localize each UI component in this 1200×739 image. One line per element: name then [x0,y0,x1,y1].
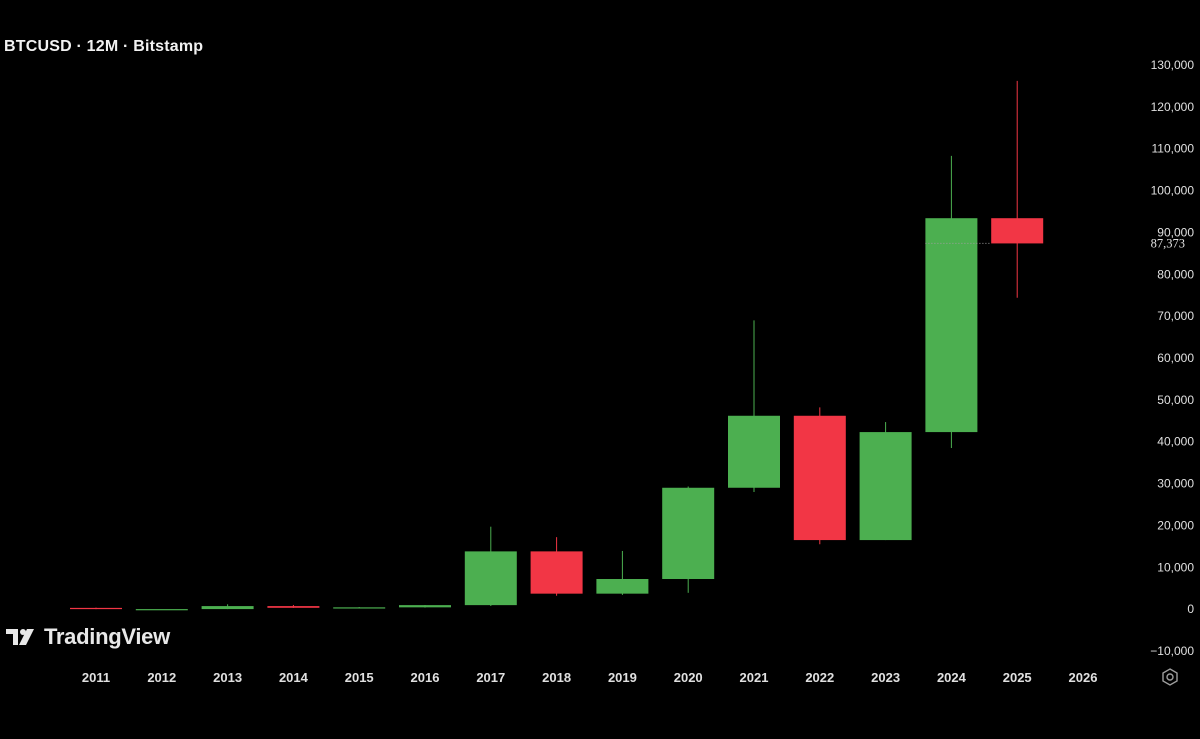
x-tick-label: 2012 [147,670,176,685]
y-tick-label: 70,000 [1157,309,1194,323]
x-tick-label: 2026 [1069,670,1098,685]
candle-body [267,606,320,608]
x-tick-label: 2014 [279,670,309,685]
x-tick-label: 2024 [937,670,967,685]
y-tick-label: 60,000 [1157,351,1194,365]
candle-2017[interactable] [464,526,517,607]
candle-body [991,218,1044,244]
candle-2021[interactable] [728,320,780,492]
y-tick-label: 130,000 [1151,58,1195,72]
y-tick-label: 0 [1187,602,1194,616]
candle-2011[interactable] [70,607,122,610]
y-tick-label: 20,000 [1157,518,1194,532]
candle-2022[interactable] [793,407,846,545]
candle-body [70,607,122,610]
price-axis[interactable]: 130,000 120,000 110,000 100,000 90,000 80,000… [1150,58,1194,658]
candle-body [596,579,649,594]
x-tick-label: 2020 [674,670,703,685]
chart-title: BTCUSD · 12M · Bitstamp [4,38,204,55]
last-price-label: 87,373 [1151,236,1185,250]
tradingview-logo-icon [6,629,34,645]
y-tick-label: 80,000 [1157,267,1194,281]
candle-body [333,607,386,609]
candle-2018[interactable] [530,537,583,596]
candle-2012[interactable] [135,609,188,611]
x-tick-label: 2023 [871,670,900,685]
candle-body [399,605,451,608]
candle-2015[interactable] [333,607,386,609]
candle-2013[interactable] [201,604,254,610]
gear-icon[interactable] [1160,667,1180,687]
x-tick-label: 2019 [608,670,637,685]
x-tick-label: 2022 [805,670,834,685]
y-tick-label: −10,000 [1150,644,1194,658]
candle-2019[interactable] [596,550,649,595]
candle-body [859,432,912,541]
candle-2025[interactable] [991,80,1044,298]
tradingview-logo[interactable]: TradingView [6,624,170,650]
y-tick-label: 10,000 [1157,560,1194,574]
candle-2020[interactable] [662,486,715,593]
x-tick-label: 2017 [476,670,505,685]
candle-body [662,487,715,580]
x-tick-label: 2013 [213,670,242,685]
candle-body [464,551,517,606]
time-axis[interactable]: 2011 2012 2013 2014 2015 2016 2017 2018 2019 2020… [82,670,1098,685]
candle-body [201,606,254,610]
candle-body [530,551,583,594]
candle-2016[interactable] [399,605,451,608]
candle-body [728,415,780,488]
y-tick-label: 100,000 [1151,184,1195,198]
y-tick-label: 120,000 [1151,100,1195,114]
x-tick-label: 2021 [740,670,769,685]
y-tick-label: 110,000 [1152,142,1195,156]
candle-2014[interactable] [267,604,320,608]
x-tick-label: 2016 [411,670,440,685]
candle-body [925,218,978,433]
candle-body [793,415,846,541]
candles-layer [70,80,1044,611]
y-tick-label: 30,000 [1157,477,1194,491]
candle-body [135,609,188,611]
tradingview-logo-text: TradingView [44,624,170,649]
candle-2024[interactable] [925,155,978,448]
x-tick-label: 2011 [82,670,110,685]
y-tick-label: 40,000 [1157,435,1194,449]
x-tick-label: 2015 [345,670,374,685]
y-tick-label: 90,000 [1157,225,1194,239]
x-tick-label: 2025 [1003,670,1032,685]
y-tick-label: 50,000 [1157,393,1194,407]
x-tick-label: 2018 [542,670,571,685]
candle-2023[interactable] [859,422,912,541]
